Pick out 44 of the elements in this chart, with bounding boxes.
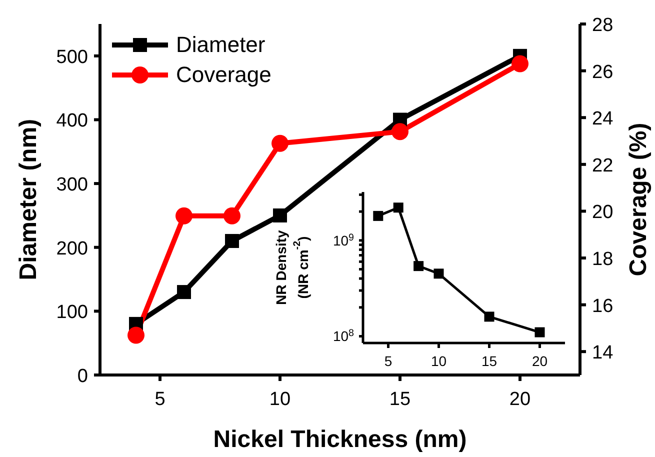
point [512, 55, 528, 72]
x-tick-label: 10 [269, 389, 291, 410]
x-axis-title: Nickel Thickness (nm) [213, 426, 467, 453]
y-tick-label: 400 [56, 110, 88, 132]
x-tick-label: 5 [384, 353, 392, 369]
y2-tick-label: 28 [592, 15, 614, 36]
y-tick-label: 300 [56, 174, 88, 196]
x-tick-label: 20 [509, 389, 531, 410]
point [484, 312, 494, 322]
point [392, 123, 408, 140]
x-tick-label: 15 [481, 353, 498, 369]
point [373, 210, 384, 221]
y-axis-title: Diameter (nm) [14, 118, 42, 280]
y-tick-label: 10$^{9}$ [332, 232, 354, 248]
point [177, 285, 191, 300]
y2-tick-label: 24 [592, 108, 614, 130]
y-tick-label: 200 [56, 238, 88, 260]
x-tick-label: 5 [154, 389, 166, 410]
y-tick-label: 10$^{8}$ [332, 328, 355, 344]
point [176, 207, 192, 224]
y2-tick-label: 22 [592, 155, 614, 176]
point [128, 326, 144, 344]
y2-tick-label: 18 [592, 249, 614, 270]
point [224, 207, 240, 224]
legend-label: Coverage [176, 62, 272, 88]
y2-tick-label: 16 [592, 296, 614, 317]
y-tick-label: 0 [77, 366, 88, 387]
point [414, 261, 424, 272]
y2-tick-label: 14 [592, 342, 614, 364]
x-tick-label: 20 [532, 353, 548, 369]
point [534, 327, 545, 338]
point [225, 234, 239, 248]
x-tick-label: 10 [430, 353, 447, 369]
y2-axis-title: Coverage (%) [624, 122, 652, 276]
point [393, 202, 404, 213]
y2-tick-label: 20 [592, 202, 614, 224]
point [434, 268, 444, 279]
legend-label: Diameter [176, 32, 266, 58]
point [272, 134, 288, 152]
x-tick-label: 15 [389, 389, 411, 410]
y2-tick-label: 26 [592, 62, 614, 83]
y-tick-label: 100 [56, 302, 88, 324]
point [273, 208, 287, 222]
y-tick-label: 500 [56, 46, 88, 68]
